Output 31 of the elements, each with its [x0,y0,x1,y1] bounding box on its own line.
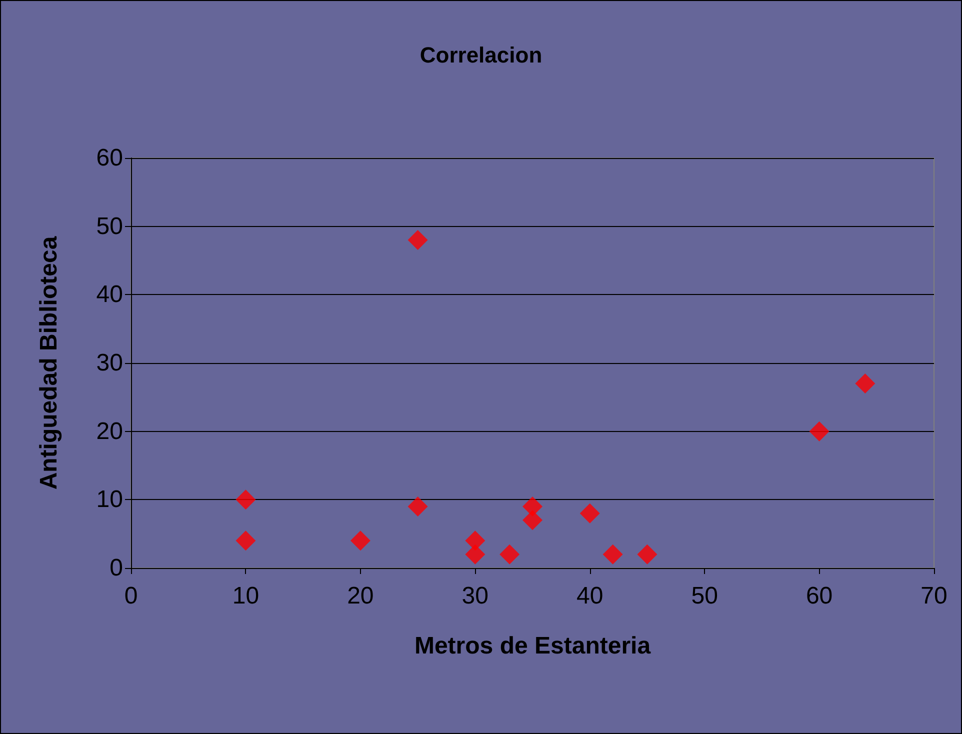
point [500,544,520,564]
y-tick-label: 50 [96,212,123,240]
point [580,503,600,524]
y-tick-label: 60 [96,144,123,172]
point [408,230,428,250]
point [522,510,542,530]
x-tick-label: 30 [462,582,488,610]
y-tick-label: 20 [96,418,123,445]
x-tick-label: 50 [691,582,718,610]
y-tick-label: 40 [96,281,123,308]
point [637,544,658,564]
chart-title: Correlacion [420,42,542,68]
point [522,496,542,516]
point [350,530,370,551]
y-tick-label: 30 [96,350,123,376]
point [236,530,256,551]
x-tick-label: 40 [576,582,604,610]
point [408,496,428,516]
point [465,544,486,564]
x-tick-label: 20 [347,582,374,610]
point [809,421,830,442]
point [236,490,256,510]
y-tick-label: 0 [110,554,123,582]
y-tick-label: 10 [96,486,123,514]
point [602,544,623,564]
x-tick-label: 70 [920,582,948,610]
x-tick-label: 10 [232,582,260,610]
y-axis-title: Antiguedad Biblioteca [36,236,62,490]
x-axis-title: Metros de Estanteria [414,632,652,660]
x-tick-label: 60 [806,582,833,610]
point [855,374,876,394]
